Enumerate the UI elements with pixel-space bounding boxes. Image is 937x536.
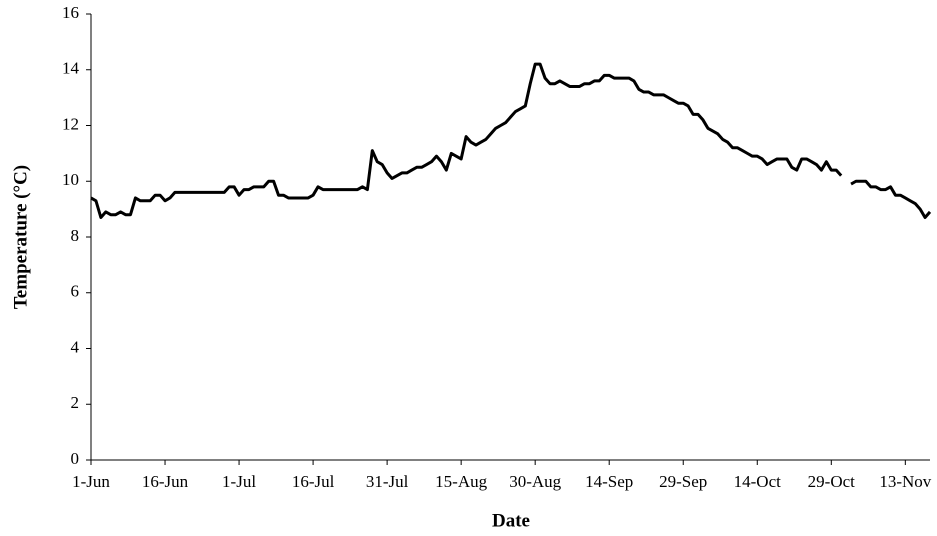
x-tick-label: 1-Jul <box>222 472 256 491</box>
x-tick-label: 29-Sep <box>659 472 707 491</box>
y-tick-label: 16 <box>62 3 79 22</box>
y-axis-title: Temperature (°C) <box>10 165 31 309</box>
x-tick-label: 1-Jun <box>72 472 110 491</box>
x-tick-label: 13-Nov <box>879 472 931 491</box>
y-tick-label: 12 <box>62 114 79 133</box>
temperature-line <box>90 62 932 219</box>
x-tick-label: 30-Aug <box>509 472 561 491</box>
y-tick-label: 4 <box>71 337 80 356</box>
y-tick-label: 8 <box>71 226 80 245</box>
x-tick-label: 14-Sep <box>585 472 633 491</box>
x-tick-label: 16-Jul <box>292 472 335 491</box>
x-axis-title: Date <box>492 510 530 531</box>
y-tick-label: 0 <box>71 449 80 468</box>
y-tick-label: 14 <box>62 59 80 78</box>
x-tick-label: 16-Jun <box>142 472 189 491</box>
x-tick-label: 29-Oct <box>808 472 855 491</box>
y-tick-label: 2 <box>71 393 80 412</box>
y-tick-label: 6 <box>71 282 80 301</box>
x-tick-label: 15-Aug <box>435 472 487 491</box>
x-tick-label: 31-Jul <box>366 472 409 491</box>
x-tick-label: 14-Oct <box>734 472 781 491</box>
y-tick-label: 10 <box>62 170 79 189</box>
